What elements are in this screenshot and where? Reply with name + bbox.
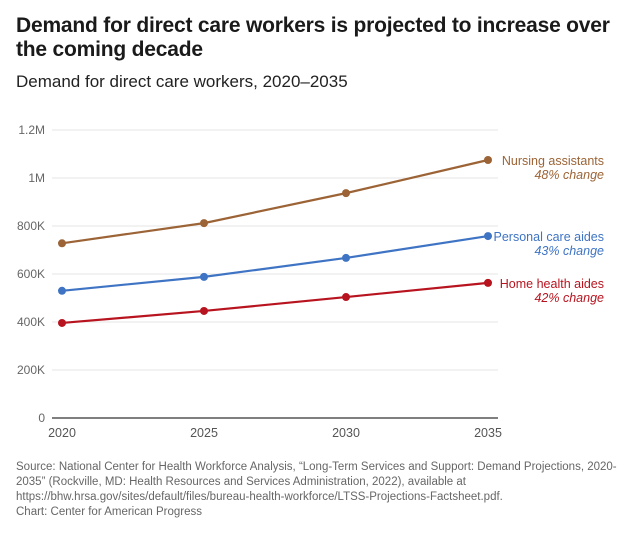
data-point [484, 278, 492, 287]
series-change-annotation: 42% change [534, 291, 604, 305]
series-line [61, 234, 489, 292]
data-point [484, 156, 492, 164]
chart-title: Demand for direct care workers is projec… [16, 14, 610, 61]
data-point [58, 239, 66, 248]
y-tick-label: 600K [17, 267, 45, 281]
x-tick-label: 2025 [190, 426, 218, 440]
y-tick-label: 1.2M [18, 123, 45, 137]
data-point [200, 219, 208, 228]
source-note: Source: National Center for Health Workf… [16, 461, 617, 503]
data-point [342, 253, 350, 262]
x-tick-label: 2020 [48, 426, 76, 440]
y-tick-label: 1M [28, 171, 45, 185]
y-tick-label: 800K [17, 219, 45, 233]
data-point [58, 318, 66, 327]
series-label: Nursing assistants [502, 154, 604, 168]
series-change-annotation: 43% change [534, 244, 604, 258]
data-point [342, 189, 350, 198]
series-label: Personal care aides [494, 230, 604, 244]
x-tick-label: 2030 [332, 426, 360, 440]
y-tick-label: 0 [38, 411, 45, 425]
y-tick-label: 200K [17, 363, 45, 377]
data-point [58, 286, 66, 295]
data-point [484, 232, 492, 241]
x-tick-label: 2035 [474, 426, 502, 440]
chart-credit: Chart: Center for American Progress [16, 506, 202, 518]
y-tick-label: 400K [17, 315, 45, 329]
series-label: Home health aides [500, 277, 604, 291]
data-point [200, 306, 208, 315]
series-line [61, 158, 489, 245]
series-change-annotation: 48% change [534, 168, 604, 182]
series-line [61, 281, 489, 325]
chart-subtitle: Demand for direct care workers, 2020–203… [16, 72, 348, 91]
data-point [200, 272, 208, 281]
data-point [342, 293, 350, 302]
line-chart: 0 200K 400K 600K 800K 1M 1.2M 2020 2025 2030 2035 N… [17, 123, 604, 440]
